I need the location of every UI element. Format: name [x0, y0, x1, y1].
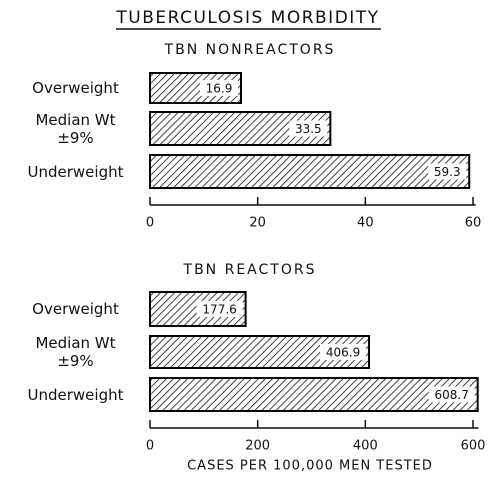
x-axis-label: CASES PER 100,000 MEN TESTED — [187, 459, 433, 474]
x-tick-label: 600 — [461, 439, 486, 454]
bar — [149, 154, 471, 189]
value-label: 608.7 — [435, 388, 469, 402]
chart-title: TUBERCULOSIS MORBIDITY — [115, 8, 379, 28]
value-label-box — [289, 120, 328, 137]
value-label-box — [320, 344, 367, 360]
x-tick-label: 0 — [146, 439, 154, 454]
value-label: 33.5 — [295, 122, 322, 136]
x-tick-label: 0 — [146, 216, 154, 231]
value-label-box — [199, 80, 238, 96]
category-label: Median Wt ±9% — [35, 110, 116, 147]
x-tick-label: 40 — [357, 216, 374, 231]
panel-subtitle: TBN REACTORS — [183, 262, 317, 278]
x-tick-label: 200 — [245, 439, 270, 454]
category-label: Overweight — [32, 79, 119, 97]
bar — [149, 377, 479, 412]
value-label-box — [428, 386, 475, 403]
x-tick-label: 20 — [249, 216, 266, 231]
value-label: 406.9 — [326, 346, 360, 360]
panel-subtitle: TBN NONREACTORS — [164, 42, 336, 58]
x-tick-label: 60 — [465, 216, 482, 231]
category-label: Underweight — [27, 385, 124, 404]
x-tick-label: 400 — [353, 439, 378, 454]
value-label-box — [428, 163, 467, 180]
category-label: Underweight — [27, 162, 124, 181]
value-label-box — [196, 301, 243, 317]
category-label: Median Wt ±9% — [35, 334, 116, 370]
value-label: 16.9 — [206, 82, 233, 96]
category-label: Overweight — [32, 300, 119, 318]
value-label: 177.6 — [202, 303, 236, 317]
value-label: 59.3 — [434, 165, 461, 179]
